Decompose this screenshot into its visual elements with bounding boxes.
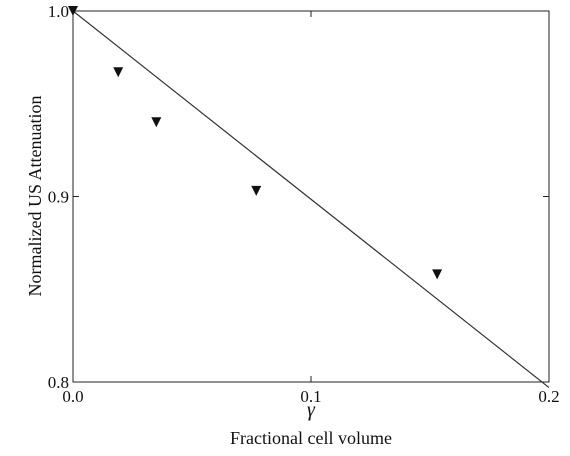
y-axis-label: Normalized US Attenuation [25,96,45,297]
y-tick-label: 0.9 [48,188,69,207]
x-axis-symbol: γ [307,399,316,421]
plot-frame [72,10,550,383]
fit-line-group [72,10,550,389]
y-tick-label: 1.0 [48,2,69,21]
data-point-triangle-down [251,185,262,196]
data-point-triangle-down [68,6,78,16]
x-axis-label: Fractional cell volume [230,428,392,448]
data-point-triangle-down [151,117,162,128]
data-point-triangle-down [432,269,443,280]
x-tick-label: 0.0 [62,387,83,406]
data-points [68,6,443,280]
y-axis-ticks: 0.8 0.9 1.0 [48,2,549,392]
x-tick-label: 0.1 [300,387,321,406]
data-point-triangle-down [113,67,124,78]
x-tick-label: 0.2 [538,387,559,406]
fit-line [72,10,550,389]
y-tick-label: 0.8 [48,373,69,392]
x-axis-ticks: 0.0 0.1 0.2 [62,11,560,406]
